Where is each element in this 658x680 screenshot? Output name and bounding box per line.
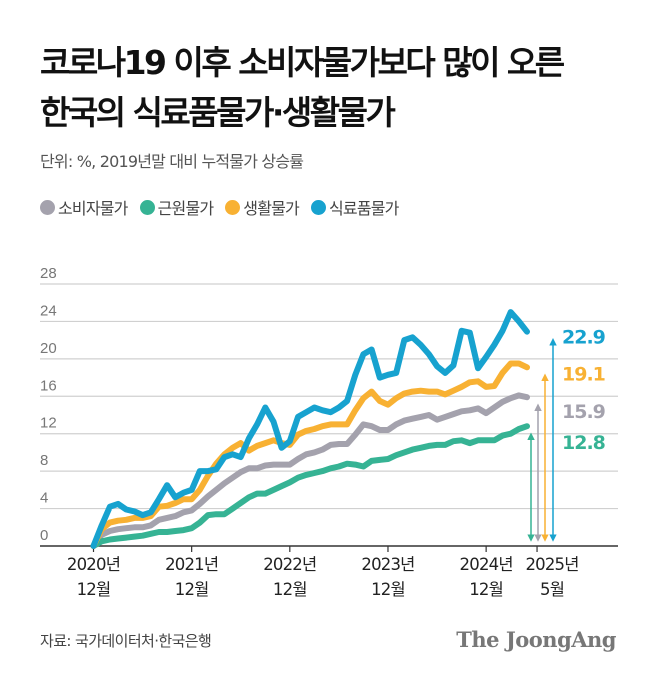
end-value-label: 15.9 [562, 401, 605, 423]
end-value-label: 12.8 [562, 432, 606, 454]
series-line-생활물가 [90, 360, 530, 549]
series-line-식료품물가 [90, 309, 530, 549]
legend-label: 식료품물가 [328, 199, 399, 218]
x-tick-label: 12월 [77, 580, 111, 599]
legend-swatch [40, 199, 55, 215]
end-value-label: 19.1 [562, 363, 605, 385]
x-tick-label: 2025년 [525, 555, 578, 574]
legend-swatch [310, 199, 326, 215]
chart-title-line1: 코로나19 이후 소비자물가보다 많이 오른 [40, 43, 565, 82]
y-tick-label: 8 [40, 452, 48, 469]
legend-label: 근원물가 [157, 199, 214, 218]
legend-item-core: 근원물가 [139, 195, 214, 219]
y-tick-label: 12 [40, 415, 57, 432]
legend-item-living: 생활물가 [225, 195, 300, 219]
x-tick-label: 12월 [469, 580, 503, 599]
end-value-label: 22.9 [562, 327, 605, 349]
x-tick-label: 2024년 [460, 555, 513, 574]
y-tick-label: 4 [40, 490, 48, 507]
publisher-logo: The JoongAng [456, 627, 616, 652]
y-tick-label: 28 [40, 265, 57, 282]
y-tick-label: 16 [40, 377, 57, 394]
x-tick-label: 12월 [371, 580, 405, 599]
y-tick-label: 20 [40, 340, 57, 357]
legend-swatch [139, 199, 155, 215]
x-tick-label: 2020년 [67, 555, 120, 574]
series-line-소비자물가 [90, 392, 530, 549]
x-tick-label: 5월 [540, 580, 564, 599]
y-tick-label: 0 [40, 527, 48, 544]
series-line-근원물가 [90, 423, 530, 549]
legend-label: 생활물가 [243, 199, 299, 218]
legend-swatch [225, 199, 241, 215]
legend-item-food: 식료품물가 [310, 195, 399, 219]
x-tick-label: 2021년 [165, 555, 218, 574]
chart-title-line2: 한국의 식료품물가·생활물가 [40, 93, 396, 132]
y-tick-label: 24 [40, 302, 57, 319]
chart-subtitle: 단위: %, 2019년말 대비 누적물가 상승률 [40, 152, 304, 171]
x-tick-label: 12월 [175, 580, 209, 599]
x-tick-label: 2023년 [361, 555, 414, 574]
x-tick-label: 2022년 [263, 555, 316, 574]
x-tick-label: 12월 [273, 580, 307, 599]
legend-label: 소비자물가 [58, 199, 128, 218]
legend-item-cpi: 소비자물가 [40, 195, 128, 219]
source-note: 자료: 국가데이터처·한국은행 [40, 632, 212, 650]
legend: 소비자물가 근원물가 생활물가 식료품물가 [40, 195, 399, 219]
